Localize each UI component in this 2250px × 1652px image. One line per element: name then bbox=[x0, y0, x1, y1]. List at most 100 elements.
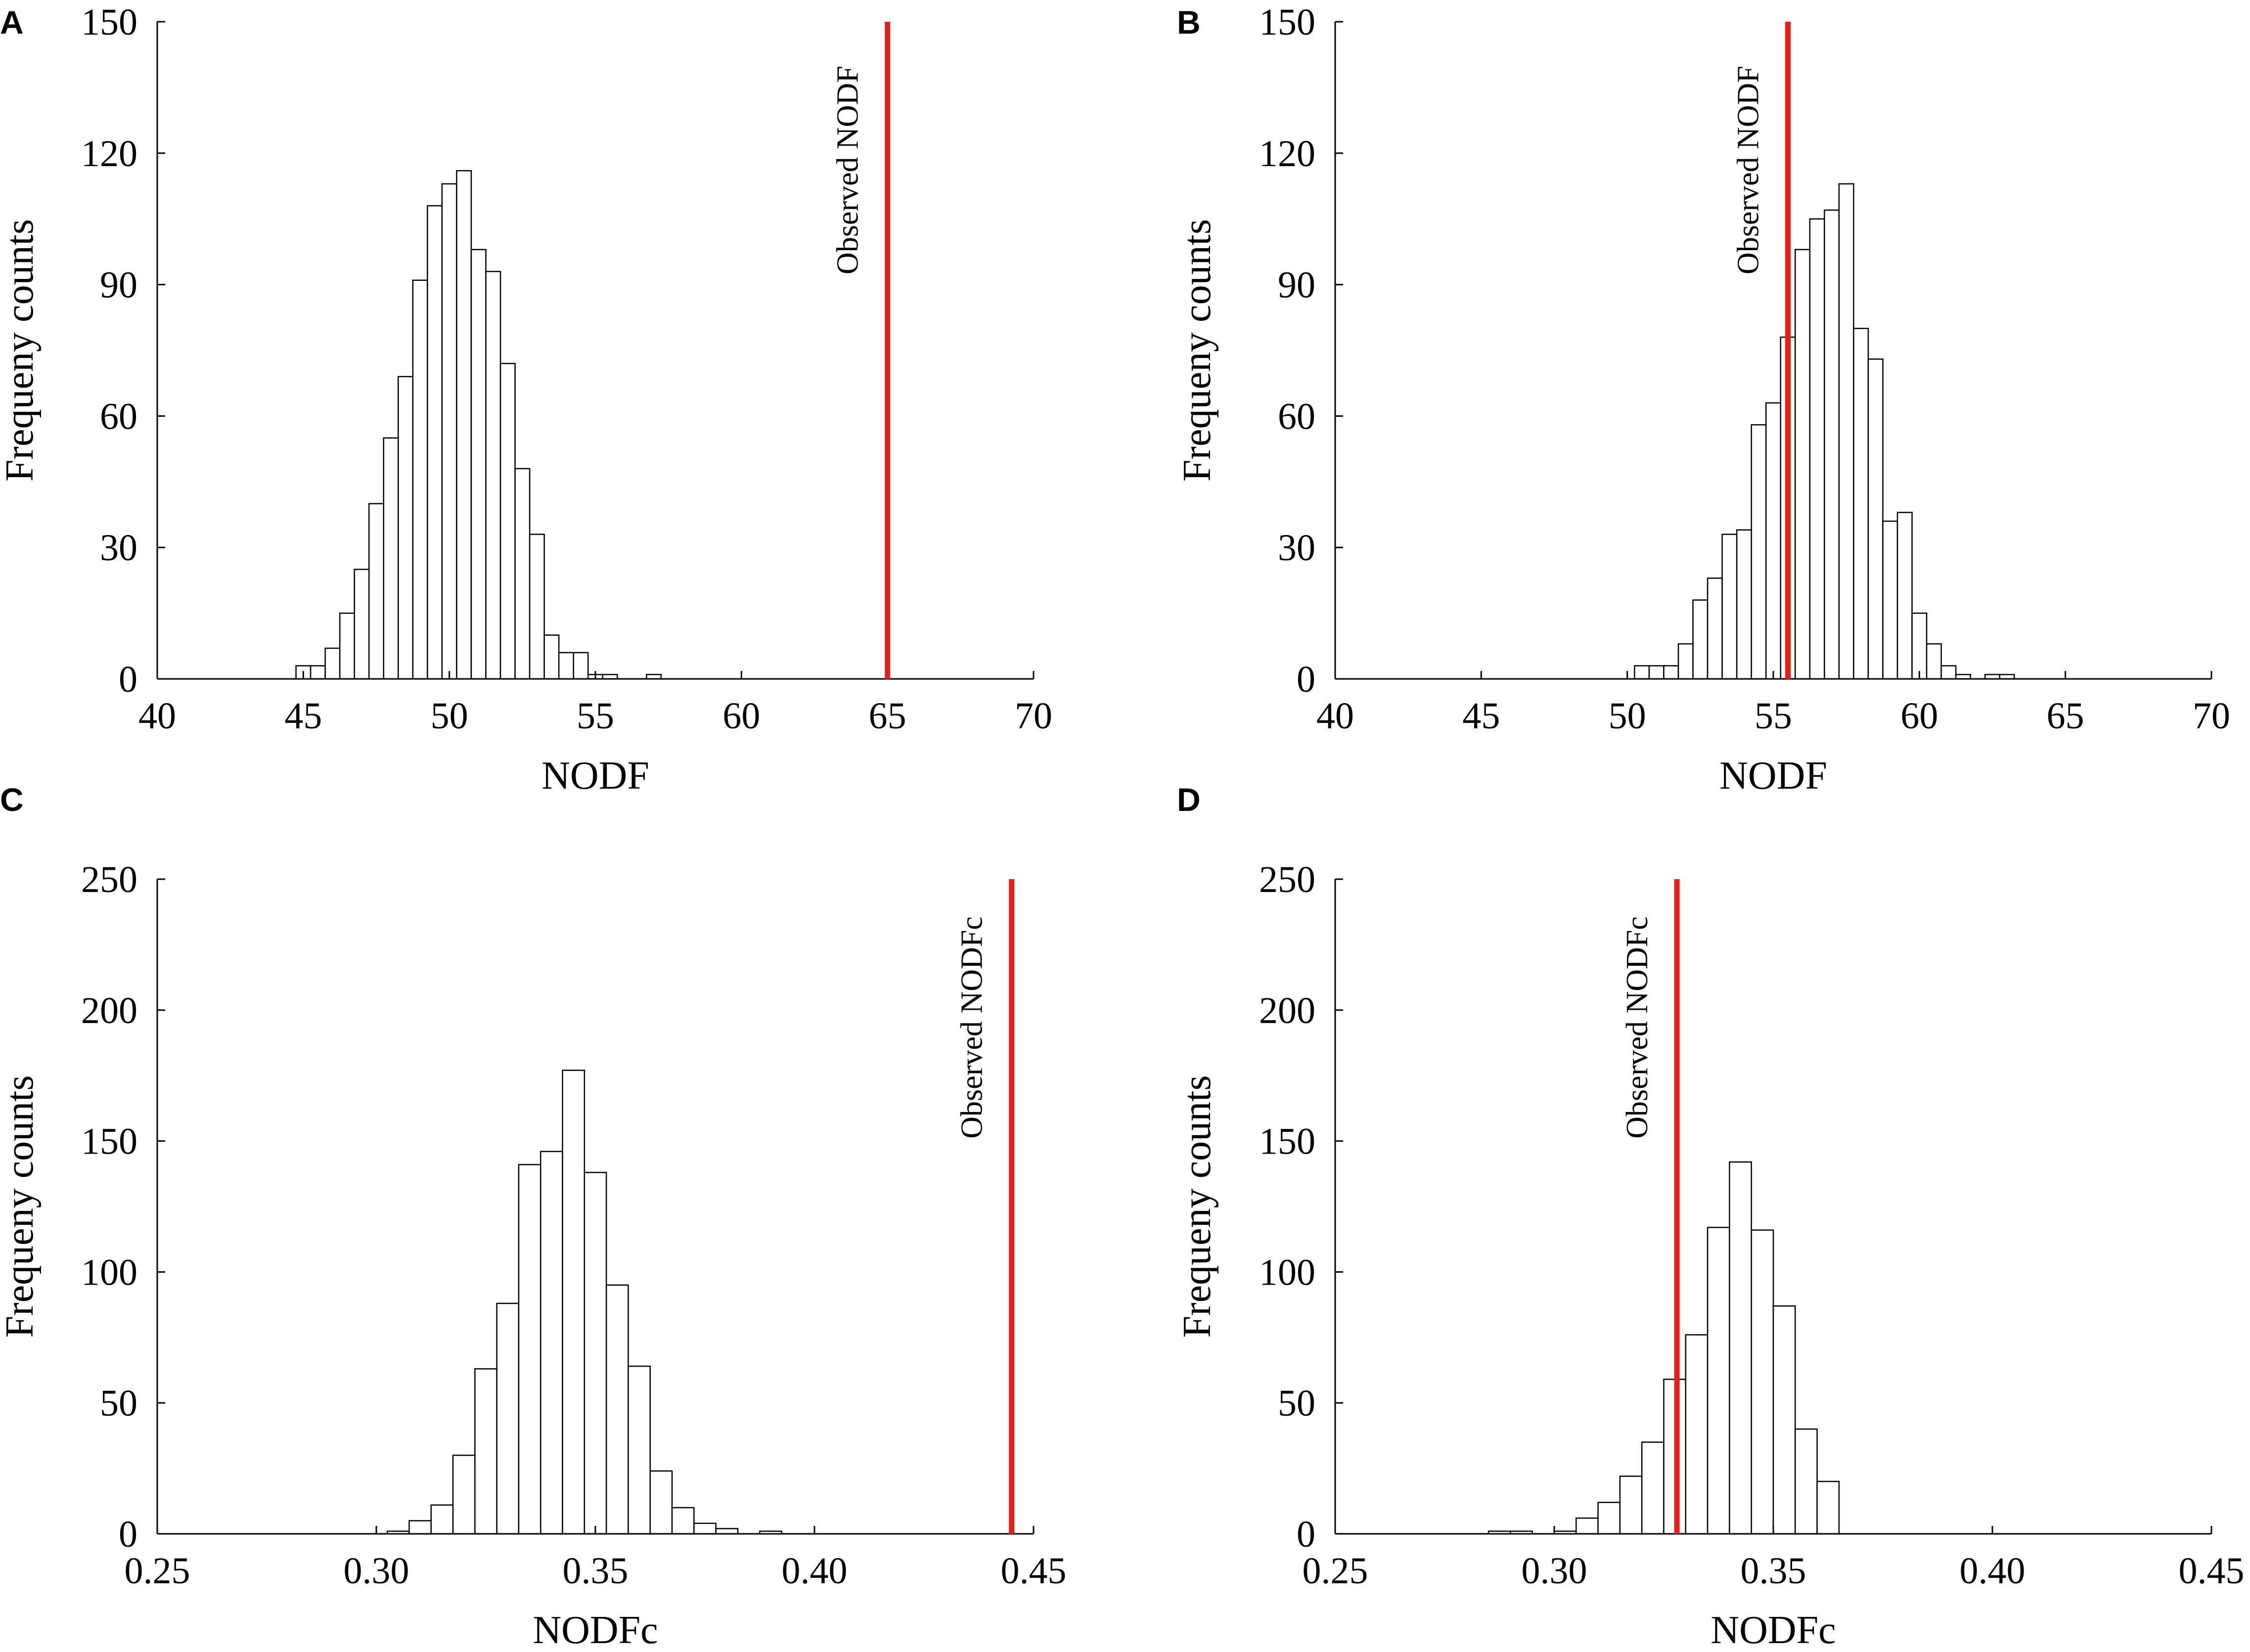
histogram-bar bbox=[1641, 1441, 1665, 1535]
panel-D: D 0.25 0.30 0.35 0.40 0.45 0 50 100 150 200 250 NODF… bbox=[1175, 781, 2245, 1652]
x-tick-label: 0.25 bbox=[1303, 1550, 1368, 1592]
y-tick-label: 200 bbox=[81, 990, 137, 1031]
x-tick-label: 50 bbox=[431, 695, 468, 737]
histogram-bar bbox=[1692, 599, 1709, 680]
histogram-bar bbox=[649, 1470, 673, 1535]
histogram-bar bbox=[1751, 424, 1767, 680]
histogram-bar bbox=[441, 183, 457, 680]
y-tick-label: 150 bbox=[1259, 1121, 1315, 1162]
x-tick-label: 0.40 bbox=[782, 1550, 848, 1592]
x-axis-title: NODF bbox=[541, 754, 649, 798]
histogram-bar bbox=[573, 652, 589, 680]
y-tick-label: 150 bbox=[81, 1121, 137, 1162]
y-axis-title: Frequeny counts bbox=[0, 219, 42, 482]
y-tick-label: 0 bbox=[119, 1514, 137, 1555]
panel-letter: D bbox=[1177, 781, 1201, 818]
x-tick-label: 50 bbox=[1609, 695, 1646, 737]
histogram-bar bbox=[1707, 1227, 1730, 1535]
y-tick-label: 250 bbox=[1259, 859, 1315, 900]
y-tick-label: 60 bbox=[1278, 396, 1315, 437]
y-axis-title: Frequeny counts bbox=[1175, 219, 1219, 482]
y-tick-label: 60 bbox=[100, 396, 137, 437]
observed-value-label: Observed NODF bbox=[1732, 66, 1765, 274]
histogram-bar bbox=[1772, 1305, 1796, 1535]
histogram-bar bbox=[499, 362, 516, 680]
histogram-bar bbox=[1736, 529, 1752, 680]
observed-value-label: Observed NODFc bbox=[955, 916, 989, 1138]
histogram-bar bbox=[452, 1454, 476, 1535]
x-tick-label: 0.25 bbox=[125, 1550, 190, 1592]
histogram-bar bbox=[562, 1070, 585, 1535]
histogram-bar bbox=[1867, 358, 1884, 680]
observed-value-label: Observed NODFc bbox=[1620, 916, 1654, 1138]
x-tick-label: 0.35 bbox=[1741, 1550, 1806, 1592]
histogram-bar bbox=[354, 569, 370, 680]
y-axis-title: Frequeny counts bbox=[1175, 1075, 1219, 1338]
histogram-bar bbox=[1648, 665, 1665, 680]
x-tick-label: 0.30 bbox=[344, 1550, 409, 1592]
histogram-bar bbox=[671, 1507, 695, 1535]
histogram-bar bbox=[1721, 534, 1738, 680]
panel-letter: B bbox=[1177, 4, 1201, 41]
x-tick-label: 0.40 bbox=[1960, 1550, 2025, 1592]
x-tick-label: 70 bbox=[2193, 695, 2230, 737]
histogram-bar bbox=[398, 376, 414, 680]
histogram-bar bbox=[1751, 1229, 1774, 1535]
panel-C: C 0.25 0.30 0.35 0.40 0.45 0 50 100 150 200 250 NODF… bbox=[0, 781, 1067, 1652]
histogram-bar bbox=[427, 205, 443, 680]
y-tick-label: 250 bbox=[81, 859, 137, 900]
x-axis-title: NODFc bbox=[533, 1608, 658, 1652]
histogram-bar bbox=[1729, 1161, 1752, 1535]
histogram-bar bbox=[1677, 643, 1694, 680]
y-tick-label: 100 bbox=[1259, 1251, 1315, 1293]
histogram-bar bbox=[1911, 612, 1928, 680]
histogram-bar bbox=[1707, 577, 1723, 680]
histogram-bar bbox=[496, 1302, 520, 1535]
y-tick-label: 100 bbox=[81, 1251, 137, 1293]
x-tick-label: 60 bbox=[722, 695, 760, 737]
x-tick-label: 0.45 bbox=[1001, 1550, 1067, 1592]
histogram-bar bbox=[1882, 520, 1898, 680]
y-tick-label: 120 bbox=[1259, 133, 1315, 175]
histogram-bar bbox=[368, 503, 385, 680]
x-tick-label: 45 bbox=[1462, 695, 1500, 737]
histogram-bars bbox=[295, 170, 662, 680]
y-tick-label: 30 bbox=[100, 527, 137, 569]
histogram-bar bbox=[383, 437, 399, 680]
histogram-bar bbox=[1765, 402, 1782, 680]
histogram-bar bbox=[412, 279, 428, 680]
histogram-bars bbox=[386, 1070, 782, 1535]
y-tick-label: 30 bbox=[1278, 527, 1315, 569]
histogram-bar bbox=[324, 647, 341, 680]
histogram-bar bbox=[310, 665, 326, 680]
histogram-bar bbox=[1816, 1480, 1840, 1535]
y-tick-label: 200 bbox=[1259, 990, 1315, 1031]
histogram-bar bbox=[456, 170, 472, 680]
y-tick-label: 0 bbox=[1297, 1514, 1315, 1555]
histogram-bar bbox=[474, 1368, 497, 1535]
y-tick-label: 50 bbox=[100, 1383, 137, 1424]
histogram-bar bbox=[558, 652, 574, 680]
x-tick-label: 65 bbox=[2047, 695, 2084, 737]
histogram-bar bbox=[1940, 665, 1957, 680]
histogram-bar bbox=[1824, 209, 1840, 680]
y-tick-label: 0 bbox=[1297, 659, 1315, 700]
panel-letter: A bbox=[0, 4, 24, 41]
x-tick-label: 45 bbox=[284, 695, 322, 737]
x-tick-label: 65 bbox=[869, 695, 906, 737]
histogram-bar bbox=[1926, 643, 1942, 680]
y-tick-label: 150 bbox=[1259, 1, 1315, 43]
histogram-bar bbox=[1795, 249, 1811, 680]
x-tick-label: 0.35 bbox=[563, 1550, 629, 1592]
histogram-bar bbox=[628, 1365, 651, 1535]
histogram-bar bbox=[1809, 218, 1825, 680]
panel-B: B 40 45 50 55 60 65 70 0 30 60 90 120 150 NODF Frequeny… bbox=[1175, 1, 2230, 798]
y-tick-label: 90 bbox=[1278, 265, 1315, 306]
histogram-bar bbox=[470, 249, 487, 680]
x-tick-label: 40 bbox=[138, 695, 176, 737]
histogram-bar bbox=[543, 634, 560, 680]
y-tick-label: 120 bbox=[81, 133, 137, 175]
histogram-bar bbox=[408, 1520, 432, 1535]
histogram-bar bbox=[715, 1528, 739, 1535]
histogram-bars bbox=[1634, 183, 2015, 680]
